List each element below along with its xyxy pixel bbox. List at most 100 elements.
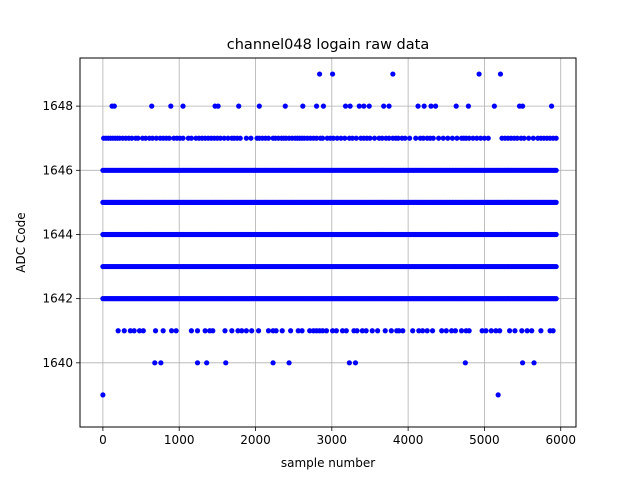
data-point xyxy=(136,328,143,334)
data-point xyxy=(479,328,485,334)
data-point xyxy=(188,328,195,334)
data-point xyxy=(313,103,320,109)
data-point xyxy=(432,103,439,109)
data-point xyxy=(407,135,413,141)
data-point xyxy=(295,328,301,334)
data-point xyxy=(429,328,436,334)
y-tick-label: 1640 xyxy=(42,356,73,370)
data-point xyxy=(529,328,535,334)
data-point xyxy=(553,296,559,302)
data-point xyxy=(131,328,137,334)
data-point xyxy=(221,135,227,141)
data-point xyxy=(553,199,559,205)
data-point xyxy=(420,328,426,334)
data-point xyxy=(485,135,491,141)
data-point xyxy=(158,360,164,366)
data-point xyxy=(121,328,127,334)
data-point xyxy=(354,328,360,334)
data-point xyxy=(342,103,349,109)
data-point xyxy=(390,71,396,77)
x-tick-label: 6000 xyxy=(545,433,576,447)
data-point xyxy=(217,135,224,141)
data-point xyxy=(530,135,536,141)
data-point xyxy=(237,135,243,141)
data-point xyxy=(519,360,526,366)
data-point xyxy=(428,103,434,109)
data-point xyxy=(453,103,459,109)
data-point xyxy=(361,103,367,109)
data-point xyxy=(430,135,436,141)
data-point xyxy=(493,328,499,334)
data-point xyxy=(553,231,559,238)
data-point xyxy=(256,103,262,109)
x-axis: 0 1000 2000 3000 4000 5000 6000 xyxy=(99,427,576,447)
data-point xyxy=(329,328,336,334)
x-axis-label: sample number xyxy=(281,456,375,470)
data-point xyxy=(400,328,406,334)
data-point xyxy=(478,135,484,141)
data-point xyxy=(135,135,141,141)
data-point xyxy=(424,328,430,334)
data-point xyxy=(519,103,526,109)
data-point xyxy=(452,328,459,334)
data-point xyxy=(553,167,559,173)
data-point xyxy=(288,328,294,334)
data-point xyxy=(168,103,174,109)
data-point xyxy=(386,103,392,109)
data-point xyxy=(531,360,537,366)
data-point xyxy=(349,135,356,141)
data-point xyxy=(282,103,288,109)
data-point xyxy=(413,135,419,141)
data-point xyxy=(514,135,520,141)
data-point xyxy=(333,328,339,334)
data-point xyxy=(353,135,359,141)
data-point xyxy=(223,360,229,366)
data-point xyxy=(343,328,349,334)
data-point xyxy=(188,135,195,141)
data-point xyxy=(152,360,158,366)
data-point xyxy=(538,328,544,334)
data-point xyxy=(243,328,249,334)
data-point xyxy=(248,135,254,141)
chart-title: channel048 logain raw data xyxy=(227,37,429,53)
data-point xyxy=(395,135,401,141)
data-point xyxy=(180,135,186,141)
data-point xyxy=(497,71,504,77)
data-point xyxy=(286,360,292,366)
data-point xyxy=(462,360,468,366)
data-point xyxy=(421,103,427,109)
data-point xyxy=(180,103,186,109)
data-point xyxy=(488,328,494,334)
data-point xyxy=(127,328,133,334)
data-point xyxy=(396,328,402,334)
data-point xyxy=(323,328,330,334)
data-point xyxy=(470,135,476,141)
x-tick-label: 2000 xyxy=(240,433,271,447)
data-point xyxy=(371,135,378,141)
data-point xyxy=(342,135,348,141)
data-point xyxy=(366,103,372,109)
data-point xyxy=(359,328,365,334)
data-point xyxy=(320,103,327,109)
data-point xyxy=(160,328,166,334)
data-point xyxy=(375,328,381,334)
data-point xyxy=(279,328,285,334)
data-point xyxy=(149,135,156,141)
data-point xyxy=(476,71,482,77)
data-point xyxy=(443,328,449,334)
data-point xyxy=(210,328,216,334)
data-point xyxy=(386,135,392,141)
data-point xyxy=(402,135,408,141)
data-point xyxy=(483,328,489,334)
data-points xyxy=(100,71,559,398)
plot-frame xyxy=(79,57,577,428)
grid-layer xyxy=(80,58,576,427)
data-point xyxy=(153,135,159,141)
x-tick-label: 4000 xyxy=(393,433,424,447)
x-tick-label: 1000 xyxy=(164,433,195,447)
data-point xyxy=(299,328,305,334)
data-point xyxy=(307,328,313,334)
data-point xyxy=(225,135,231,141)
data-point xyxy=(363,328,369,334)
